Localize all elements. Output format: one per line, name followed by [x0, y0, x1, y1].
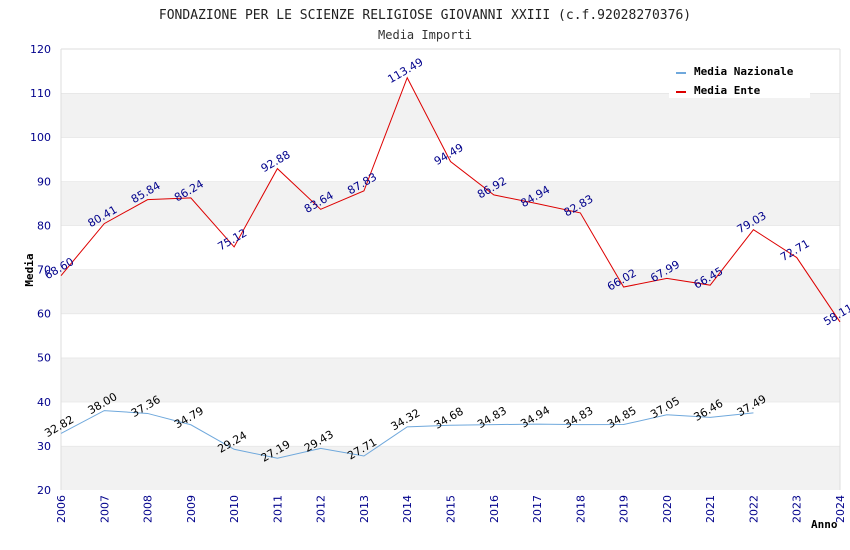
y-tick-label: 50 [37, 352, 51, 365]
x-axis-label: Anno [811, 518, 838, 531]
x-tick-label: 2011 [271, 495, 284, 523]
grid-band [61, 225, 840, 270]
x-tick-label: 2015 [445, 495, 458, 523]
grid-band [61, 181, 840, 226]
legend-label-media-nazionale: Media Nazionale [694, 65, 794, 78]
x-tick-label: 2017 [531, 495, 544, 523]
chart-subtitle: Media Importi [378, 28, 472, 42]
x-tick-label: 2018 [574, 495, 587, 523]
x-tick-label: 2007 [98, 495, 111, 523]
x-tick-label: 2019 [618, 495, 631, 523]
y-tick-label: 110 [30, 87, 51, 100]
grid-band [61, 269, 840, 314]
series-lines [60, 76, 841, 459]
x-tick-label: 2021 [704, 495, 717, 523]
legend-box [669, 60, 810, 98]
legend: Media Nazionale Media Ente [669, 60, 810, 98]
y-tick-label: 20 [37, 484, 51, 497]
grid-band [61, 137, 840, 182]
y-tick-label: 40 [37, 396, 51, 409]
y-tick-label: 70 [37, 264, 51, 277]
x-tick-label: 2016 [488, 495, 501, 523]
x-tick-label: 2006 [55, 495, 68, 523]
x-tick-label: 2010 [228, 495, 241, 523]
x-tick-label: 2013 [358, 495, 371, 523]
x-tick-label: 2022 [747, 495, 760, 523]
y-tick-label: 100 [30, 131, 51, 144]
x-tick-label: 2008 [142, 495, 155, 523]
x-tick-label: 2012 [315, 495, 328, 523]
series-line-media-nazionale [60, 410, 754, 459]
legend-label-media-ente: Media Ente [694, 84, 761, 97]
x-tick-label: 2014 [401, 495, 414, 523]
y-tick-label: 30 [37, 440, 51, 453]
y-tick-label: 60 [37, 308, 51, 321]
series-line-media-ente [60, 76, 841, 323]
y-tick-label: 90 [37, 175, 51, 188]
y-tick-label: 120 [30, 43, 51, 56]
y-tick-label: 80 [37, 219, 51, 232]
x-tick-label: 2020 [661, 495, 674, 523]
grid-band [61, 313, 840, 358]
grid-band [61, 401, 840, 446]
grid-band [61, 445, 840, 490]
grid-band [61, 357, 840, 402]
x-axis: 2006 2007 2008 2009 2010 2011 2012 2013 2014 2015… [55, 495, 847, 523]
y-axis: 20 30 40 50 60 70 80 90 100 110 120 [30, 43, 51, 497]
x-tick-label: 2009 [185, 495, 198, 523]
x-tick-label: 2024 [834, 495, 847, 523]
chart-title: FONDAZIONE PER LE SCIENZE RELIGIOSE GIOV… [159, 8, 691, 23]
y-axis-label: Media [23, 253, 36, 286]
grid-band [61, 93, 840, 138]
x-tick-label: 2023 [791, 495, 804, 523]
